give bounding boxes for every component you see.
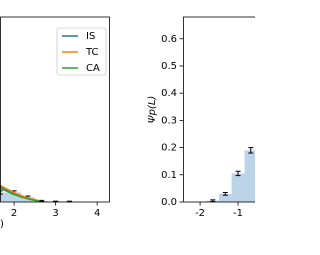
y-tick-label: 0.0 [161, 197, 177, 208]
legend-label: CA [86, 63, 100, 74]
legend-label: TC [85, 47, 99, 58]
legend-box [56, 27, 107, 76]
axes-frame [183, 16, 255, 203]
axes-frame [0, 16, 110, 203]
x-tick-label: 4 [94, 208, 100, 219]
figure: 2 3 4) IS TC CA -2 -1 0.0 0.1 0.2 0.3 0.4 0.5 0.6 Ψp(L) [0, 16, 255, 230]
y-axis-label: Ψp(L) [147, 96, 158, 124]
y-tick-label: 0.5 [161, 61, 177, 72]
legend-label: IS [86, 31, 95, 42]
line [0, 187, 40, 202]
bar [231, 173, 245, 202]
error-bar [39, 199, 45, 202]
bar [7, 192, 22, 202]
x-tick-label: 3 [52, 208, 58, 219]
error-bar [248, 147, 254, 154]
panel: 2 3 4) IS TC CA [0, 16, 110, 230]
bar [0, 192, 8, 202]
y-tick-label: 0.4 [161, 88, 177, 99]
legend: IS TC CA [56, 27, 107, 76]
bar [219, 193, 232, 202]
x-axis-label: ) [0, 219, 4, 230]
x-tick-label: -2 [195, 208, 205, 219]
x-tick-label: 2 [11, 208, 17, 219]
panel: -2 -1 0.0 0.1 0.2 0.3 0.4 0.5 0.6 Ψp(L) [147, 16, 255, 219]
y-tick-label: 0.2 [161, 143, 177, 154]
error-bar [235, 170, 241, 177]
error-bar [210, 199, 216, 202]
y-tick-label: 0.1 [161, 170, 177, 181]
line [0, 184, 40, 202]
error-bar [222, 191, 228, 196]
x-tick-label: -1 [233, 208, 243, 219]
y-tick-label: 0.3 [161, 115, 177, 126]
bar [244, 150, 255, 202]
y-tick-label: 0.6 [161, 34, 177, 45]
